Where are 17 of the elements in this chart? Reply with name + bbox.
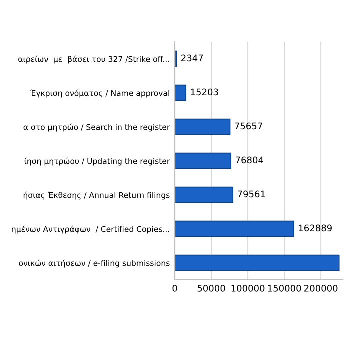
bar <box>175 254 340 272</box>
data-label: 79561 <box>238 190 266 198</box>
x-tick-label: 100000 <box>232 285 265 292</box>
data-label: 2347 <box>182 54 204 62</box>
data-label: 76804 <box>236 156 264 164</box>
bar <box>175 84 187 102</box>
x-tick-label: 0 <box>172 285 178 292</box>
x-tick-label: 200000 <box>304 285 338 292</box>
bar <box>175 118 231 136</box>
data-label: 15203 <box>191 88 218 96</box>
data-label: 162889 <box>299 224 332 232</box>
bar <box>175 186 234 204</box>
x-tick-label: 50000 <box>198 285 226 292</box>
bar <box>175 152 232 170</box>
bar <box>175 220 294 238</box>
x-tick-label: 150000 <box>268 285 302 292</box>
data-label: 75657 <box>235 122 262 130</box>
